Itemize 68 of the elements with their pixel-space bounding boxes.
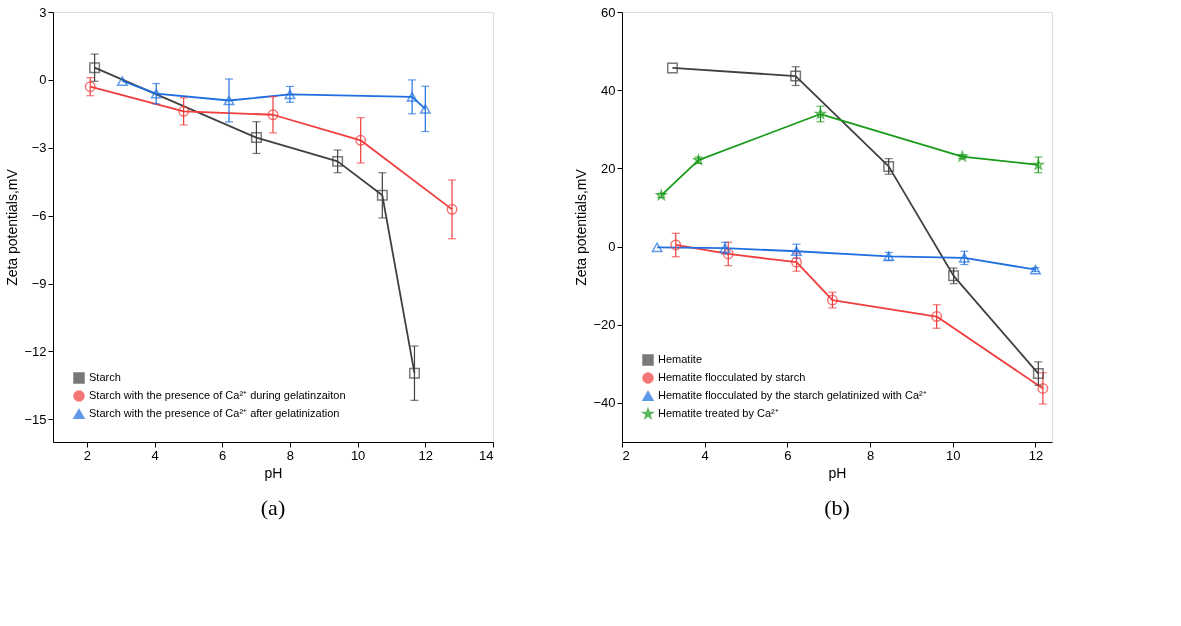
point [332, 155, 344, 167]
x-tick-label: 12 [1028, 447, 1044, 463]
text: (a) [260, 495, 286, 520]
text: (b) [824, 495, 850, 520]
point [178, 105, 190, 117]
point [790, 256, 802, 268]
y-tick-label: −6 [31, 208, 47, 224]
point [84, 81, 96, 93]
x-tick-label: 6 [784, 447, 792, 463]
point [1032, 368, 1044, 380]
point [670, 239, 682, 251]
y-tick-label: 3 [39, 4, 47, 20]
x-axis-title: pH [828, 464, 847, 481]
legend-label: Starch with the presence of Ca²⁺ after gelatinization [89, 407, 340, 419]
x-tick-label: 2 [622, 447, 630, 463]
point [150, 88, 162, 99]
point [931, 311, 943, 322]
y-tick-label: 0 [39, 72, 47, 88]
y-tick-label: 40 [601, 82, 616, 98]
point [722, 248, 734, 260]
x-axis-title: pH [264, 464, 283, 481]
x-tick-label: 10 [946, 447, 961, 463]
y-tick-label: −12 [24, 343, 47, 359]
y-tick-label: −20 [593, 317, 616, 333]
x-tick-label: 4 [701, 447, 709, 463]
x-tick-label: 14 [479, 447, 494, 463]
point [651, 242, 663, 253]
x-tick-label: 4 [151, 447, 159, 463]
point [419, 104, 431, 114]
legend-label: Hematite flocculated by the starch gelatinized with Ca²⁺ [658, 389, 927, 401]
point [408, 367, 420, 379]
x-tick-label: 8 [866, 447, 875, 463]
y-tick-label: −40 [593, 395, 616, 411]
point [116, 76, 128, 86]
point [826, 294, 838, 306]
point [89, 62, 101, 74]
x-tick-label: 2 [83, 447, 91, 463]
point [446, 203, 458, 215]
x-tick-label: 10 [350, 447, 366, 463]
point [284, 89, 296, 100]
y-tick-label: 20 [601, 160, 616, 176]
legend-label: Starch [89, 371, 121, 383]
y-tick-label: −9 [31, 276, 47, 292]
y-tick-label: −15 [24, 411, 47, 427]
point [223, 95, 235, 106]
y-axis-title: Zeta potentials,mV [4, 168, 21, 286]
point [1037, 382, 1049, 394]
point [948, 270, 960, 282]
y-tick-label: 0 [608, 239, 616, 255]
point [406, 92, 418, 102]
y-tick-label: −3 [31, 140, 47, 156]
point [790, 70, 802, 82]
x-tick-label: 6 [219, 447, 227, 463]
y-tick-label: 60 [601, 4, 616, 20]
point [958, 253, 970, 263]
legend-label: Starch with the presence of Ca²⁺ during gelatinzaiton [89, 389, 346, 401]
legend-label: Hematite [658, 353, 703, 365]
legend-label: Hematite treated by Ca²⁺ [658, 407, 779, 419]
point [790, 246, 802, 257]
x-tick-label: 12 [418, 447, 434, 463]
y-axis-title: Zeta potentials,mV [573, 168, 590, 286]
point [250, 132, 262, 144]
point [355, 134, 367, 146]
legend-label: Hematite flocculated by starch [658, 371, 806, 383]
point [267, 109, 279, 121]
point [666, 62, 678, 74]
x-tick-label: 8 [286, 447, 295, 463]
point [376, 189, 388, 201]
